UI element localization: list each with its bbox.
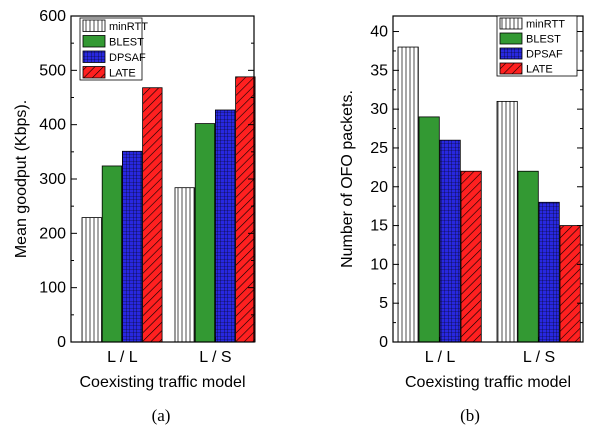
- legend-swatch-blest: [82, 35, 106, 48]
- bar-minrtt-0: [397, 46, 419, 343]
- bar-late-1: [235, 76, 256, 343]
- x-tick-label: L / S: [523, 349, 555, 366]
- legend-swatch-late: [82, 66, 106, 79]
- x-tick-label: L / L: [425, 349, 456, 366]
- bar-minrtt-1: [174, 187, 195, 343]
- legend-swatch-blest: [499, 32, 523, 45]
- bar-blest-1: [194, 123, 216, 343]
- bar-minrtt-1: [496, 100, 518, 343]
- legend-swatch-dpsaf: [82, 50, 106, 63]
- bar-blest-0: [418, 116, 440, 343]
- bar-minrtt-0: [81, 217, 102, 343]
- bar-late-0: [460, 170, 482, 343]
- y-tick-label: 5: [379, 295, 388, 312]
- x-axis-label: Coexisting traffic model: [80, 374, 246, 391]
- y-tick-label: 10: [370, 256, 388, 273]
- bar-blest-1: [517, 170, 539, 343]
- y-tick-label: 15: [370, 218, 388, 235]
- legend-label-minrtt: minRTT: [526, 19, 565, 31]
- y-tick-label: 500: [39, 62, 66, 79]
- y-axis-label: Number of OFO packets.: [339, 90, 356, 268]
- y-tick-label: 35: [370, 62, 388, 79]
- bar-dpsaf-0: [439, 139, 461, 343]
- bar-late-0: [142, 87, 163, 343]
- x-tick-label: L / L: [107, 349, 138, 366]
- legend-swatch-minrtt: [499, 17, 523, 30]
- y-tick-label: 40: [370, 24, 388, 41]
- legend-label-blest: BLEST: [526, 34, 561, 46]
- figure-caption: (b): [460, 406, 480, 425]
- legend-swatch-dpsaf: [499, 47, 523, 60]
- y-tick-label: 20: [370, 179, 388, 196]
- bar-dpsaf-0: [122, 150, 143, 343]
- y-tick-label: 200: [39, 225, 66, 242]
- x-tick-label: L / S: [199, 349, 231, 366]
- y-tick-label: 0: [57, 334, 66, 351]
- y-axis-label: Mean goodput (Kbps).: [13, 100, 30, 258]
- legend-label-blest: BLEST: [109, 36, 144, 48]
- y-tick-label: 30: [370, 101, 388, 118]
- legend-label-late: LATE: [109, 67, 136, 79]
- plot-frame: [392, 15, 584, 343]
- bar-late-1: [559, 225, 581, 343]
- y-tick-label: 100: [39, 280, 66, 297]
- legend: minRTT BLEST DPSAF LATE: [79, 17, 148, 81]
- bar-blest-0: [101, 165, 123, 343]
- legend-swatch-minrtt: [82, 19, 106, 32]
- bar-dpsaf-1: [214, 109, 236, 343]
- y-tick-label: 400: [39, 117, 66, 134]
- chart-ofo-packets: 0 5 10 15 20 25 30 35 40 L / L L / S Coexisting tra…: [339, 15, 584, 425]
- y-tick-label: 25: [370, 140, 388, 157]
- legend-swatch-late: [499, 62, 523, 75]
- y-tick-label: 0: [379, 334, 388, 351]
- chart-goodput: 0 100 200 300 400 500 600 L / L L / S Coexisting …: [13, 8, 256, 425]
- bar-dpsaf-1: [538, 201, 560, 343]
- legend-label-dpsaf: DPSAF: [526, 49, 563, 61]
- legend-label-late: LATE: [526, 64, 553, 76]
- y-tick-label: 300: [39, 171, 66, 188]
- legend-label-minrtt: minRTT: [109, 21, 148, 33]
- figure-caption: (a): [152, 406, 171, 425]
- y-tick-label: 600: [39, 8, 66, 25]
- legend-label-dpsaf: DPSAF: [109, 52, 146, 64]
- x-axis-label: Coexisting traffic model: [405, 374, 571, 391]
- legend: minRTT BLEST DPSAF LATE: [496, 15, 578, 77]
